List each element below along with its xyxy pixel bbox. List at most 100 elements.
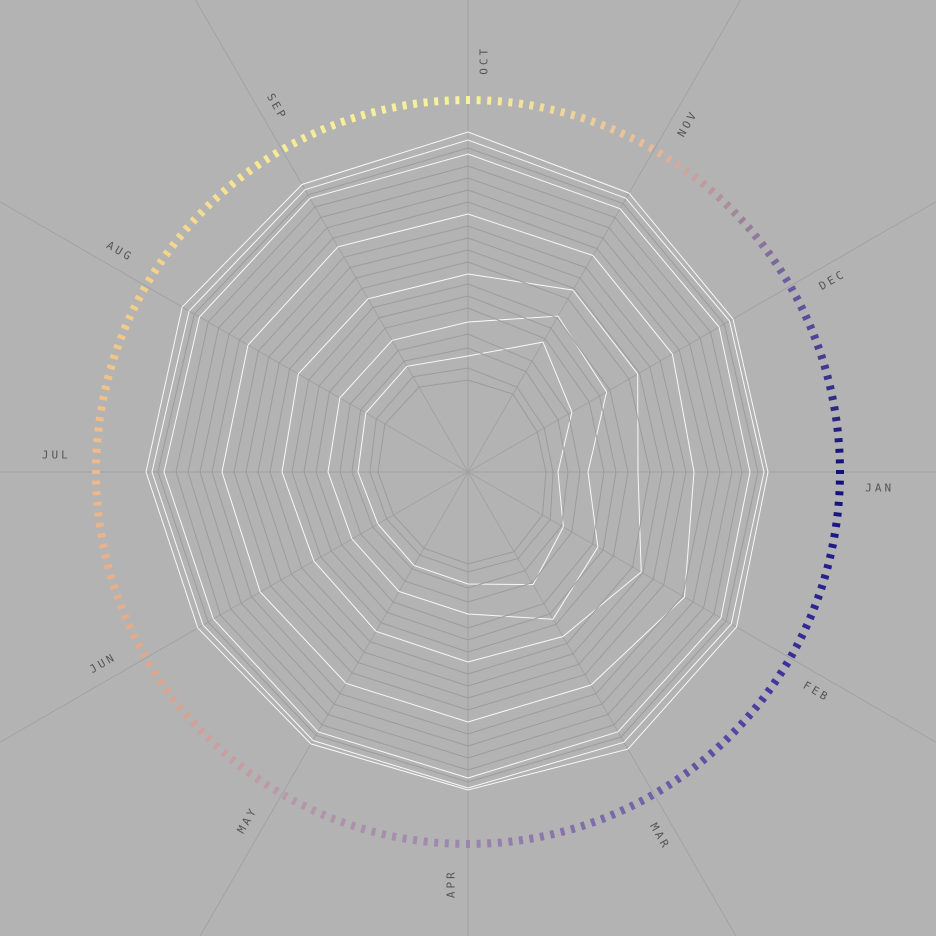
ring-dash <box>707 748 716 758</box>
ring-dash <box>106 573 116 580</box>
ring-dash <box>175 232 185 241</box>
ring-dash <box>212 741 221 751</box>
spoke <box>0 201 469 473</box>
ring-dash <box>810 333 820 341</box>
series-line <box>327 315 608 620</box>
ring-dash <box>236 173 245 182</box>
ring-dash <box>817 583 827 591</box>
ring-dash <box>329 814 337 824</box>
ring-dash <box>349 821 357 831</box>
ring-dash <box>116 603 126 611</box>
ring-dash <box>254 160 262 170</box>
ring-dash <box>109 583 119 591</box>
ring-dash <box>134 294 144 303</box>
ring-dash <box>751 703 761 712</box>
ring-dash <box>715 193 724 203</box>
ring-dash <box>212 193 221 203</box>
ring-dash <box>549 829 556 839</box>
ring-dash <box>825 553 835 560</box>
ring-dash <box>730 208 740 217</box>
ring-dash <box>758 240 767 249</box>
month-label: JUN <box>87 650 119 676</box>
ring-dash <box>254 774 262 784</box>
month-label: AUG <box>104 239 136 265</box>
ring-dash <box>707 186 716 196</box>
ring-dash <box>507 837 513 846</box>
ring-dash <box>360 110 367 120</box>
ring-dash <box>220 748 229 758</box>
ring-dash <box>813 593 823 601</box>
ring-dash <box>150 267 160 275</box>
ring-dash <box>156 678 166 686</box>
ring-dash <box>609 810 617 820</box>
series-line <box>163 153 751 779</box>
ring-dash <box>797 304 807 312</box>
ring-dash <box>134 641 144 650</box>
series-line <box>211 201 709 735</box>
series-line <box>245 237 675 699</box>
ring-dash <box>801 313 811 321</box>
ring-dash <box>93 501 102 507</box>
month-label: FEB <box>801 679 833 705</box>
ring-dash <box>599 814 607 824</box>
ring-dash <box>125 313 135 321</box>
ring-dash <box>204 200 213 210</box>
ring-dash <box>401 834 408 843</box>
ring-dash <box>169 240 178 249</box>
series-line <box>291 283 629 653</box>
ring-dash <box>770 678 780 686</box>
ring-dash <box>182 224 192 233</box>
ring-dash <box>497 838 503 847</box>
series-line <box>351 347 569 589</box>
ring-dash <box>825 384 835 391</box>
ring-dash <box>569 824 576 834</box>
ring-dash <box>682 768 691 778</box>
ring-dash <box>139 651 149 659</box>
ring-dash <box>272 148 280 158</box>
series-line <box>303 295 617 641</box>
ring-dash <box>579 113 587 123</box>
ring-dash <box>309 129 317 139</box>
ring-dash <box>628 801 636 811</box>
ring-dash <box>370 827 377 837</box>
color-ring <box>92 96 844 848</box>
ring-dash <box>539 832 545 841</box>
ring-dash <box>101 384 111 391</box>
ring-dash <box>99 543 108 549</box>
ring-dash <box>787 651 797 659</box>
month-label: NOV <box>675 108 701 140</box>
series-line <box>187 177 733 759</box>
ring-dash <box>412 835 418 845</box>
ring-dash <box>817 353 827 361</box>
series-line <box>339 333 581 603</box>
ring-dash <box>830 405 839 412</box>
ring-dash <box>120 323 130 331</box>
ring-dash <box>196 208 206 217</box>
ring-dash <box>830 532 839 539</box>
ring-dash <box>665 154 673 164</box>
ring-dash <box>156 258 166 266</box>
ring-dash <box>828 395 837 401</box>
ring-dash <box>300 133 308 143</box>
ring-dash <box>94 511 103 517</box>
ring-dash <box>518 835 524 845</box>
ring-dash <box>245 166 254 176</box>
ring-dash <box>97 532 106 539</box>
ring-dash <box>813 343 823 351</box>
ring-dash <box>647 791 655 801</box>
ring-dash <box>101 553 111 560</box>
ring-dash <box>139 285 149 293</box>
ring-dash <box>175 703 185 712</box>
ring-dash <box>737 719 747 728</box>
ring-dash <box>831 416 841 422</box>
ring-dash <box>637 138 646 148</box>
ring-dash <box>228 755 237 765</box>
ring-dash <box>144 660 154 668</box>
ring-dash <box>182 711 192 720</box>
ring-dash <box>507 98 513 107</box>
ring-dash <box>801 623 811 631</box>
ring-dash <box>787 285 797 293</box>
series-line <box>145 131 769 791</box>
series-line <box>269 261 651 675</box>
